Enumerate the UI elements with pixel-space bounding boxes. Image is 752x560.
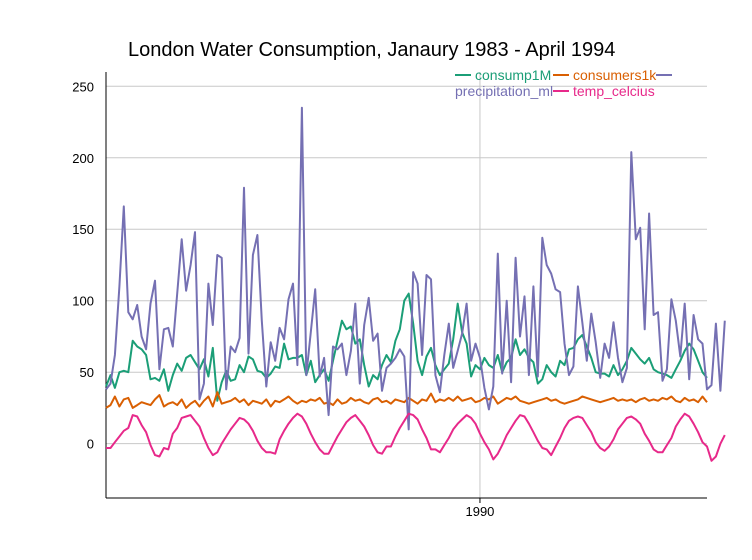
y-tick-label: 100 (72, 294, 94, 309)
chart-title: London Water Consumption, Janaury 1983 -… (128, 39, 615, 61)
axes: 0 50 100 150 200 250 1990 (72, 72, 707, 519)
series-lines (105, 106, 726, 462)
legend-label: temp_celcius (573, 83, 655, 99)
y-tick-label: 50 (80, 365, 94, 380)
legend: consump1M consumers1k precipitation_ml temp… (455, 67, 672, 99)
series-line-consump1M (105, 292, 708, 402)
y-tick-label: 200 (72, 151, 94, 166)
legend-label: consump1M (475, 67, 551, 83)
grid (106, 72, 707, 498)
y-tick-label: 250 (72, 79, 94, 94)
legend-label: consumers1k (573, 67, 657, 83)
y-tick-label: 150 (72, 222, 94, 237)
series-line-precipitation-ml (105, 106, 726, 431)
legend-label: precipitation_ml (455, 83, 553, 99)
series-line-temp-celcius (106, 412, 726, 462)
x-tick-label: 1990 (465, 504, 494, 519)
y-tick-label: 0 (87, 437, 94, 452)
